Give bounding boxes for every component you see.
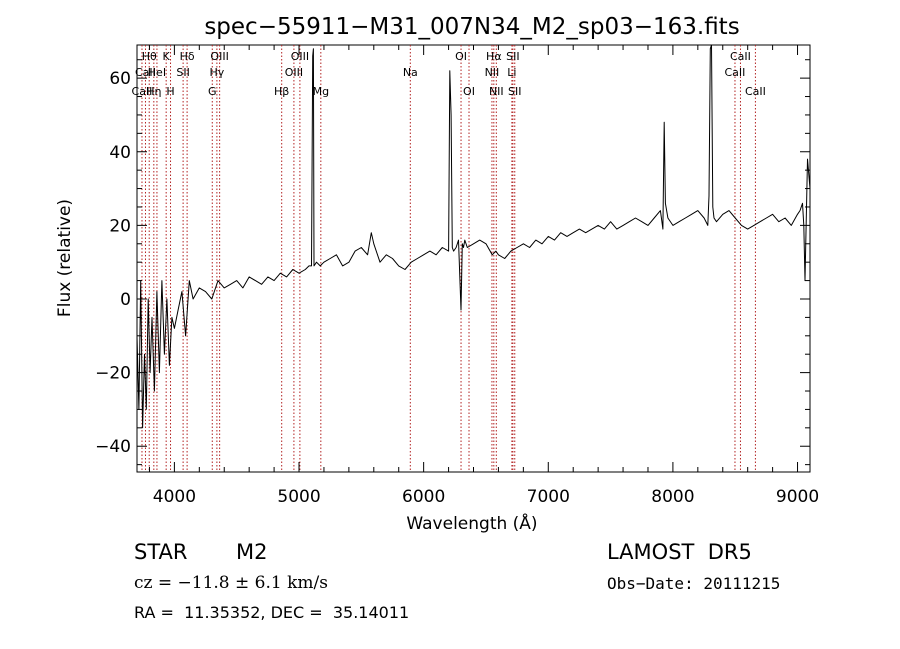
y-tick-label: 0 bbox=[120, 290, 131, 310]
observation-date: Obs−Date: 20111215 bbox=[607, 574, 781, 593]
y-tick-label: −40 bbox=[95, 437, 131, 457]
x-tick-label: 5000 bbox=[277, 487, 320, 507]
line-label: OI bbox=[455, 50, 467, 63]
line-label: SII bbox=[506, 50, 519, 63]
y-axis-label: Flux (relative) bbox=[55, 199, 75, 317]
line-label: G bbox=[208, 85, 217, 98]
coordinates: RA = 11.35352, DEC = 35.14011 bbox=[134, 603, 410, 622]
line-label: NII bbox=[489, 85, 504, 98]
line-label: OI bbox=[463, 85, 475, 98]
x-tick-label: 4000 bbox=[153, 487, 196, 507]
line-label: Hα bbox=[486, 50, 502, 63]
line-label: HeI bbox=[148, 66, 166, 79]
y-tick-label: −20 bbox=[95, 364, 131, 384]
line-label: CaII bbox=[745, 85, 766, 98]
x-tick-label: 7000 bbox=[527, 487, 570, 507]
emission-line-markers bbox=[141, 45, 756, 472]
line-label: Hθ bbox=[142, 50, 157, 63]
line-label: Mg bbox=[313, 85, 329, 98]
line-label: CaII bbox=[132, 85, 153, 98]
line-label: OIII bbox=[291, 50, 309, 63]
line-label: Hγ bbox=[209, 66, 224, 79]
line-label: SII bbox=[508, 85, 521, 98]
spectrum-series bbox=[136, 44, 811, 429]
line-label: OIII bbox=[285, 66, 303, 79]
y-tick-label: 40 bbox=[109, 143, 131, 163]
line-label: CaII bbox=[725, 66, 746, 79]
line-label: H bbox=[166, 85, 174, 98]
line-label: Na bbox=[403, 66, 418, 79]
x-tick-label: 8000 bbox=[651, 487, 694, 507]
chart-title: spec−55911−M31_007N34_M2_sp03−163.fits bbox=[204, 14, 739, 40]
line-label: K bbox=[163, 50, 171, 63]
line-label: Hβ bbox=[274, 85, 289, 98]
axis-ticks: 4000 5000 6000 7000 8000 9000 −40 −20 0 20 40 60 bbox=[95, 45, 819, 507]
line-label: CaII bbox=[135, 66, 156, 79]
line-label: SII bbox=[176, 66, 189, 79]
line-label: Hδ bbox=[180, 50, 195, 63]
x-axis-label: Wavelength (Å) bbox=[406, 512, 537, 534]
y-tick-label: 20 bbox=[109, 216, 131, 236]
spectrum-line bbox=[136, 44, 811, 429]
plot-frame bbox=[136, 44, 811, 473]
line-label: CaII bbox=[730, 50, 751, 63]
y-tick-label: 60 bbox=[109, 69, 131, 89]
x-tick-label: 9000 bbox=[776, 487, 819, 507]
line-label: Hη bbox=[146, 85, 161, 98]
survey-name: LAMOST DR5 bbox=[607, 540, 752, 564]
object-class: STAR bbox=[134, 540, 188, 564]
line-label: Li bbox=[507, 66, 516, 79]
x-tick-label: 6000 bbox=[402, 487, 445, 507]
line-label: NII bbox=[485, 66, 500, 79]
redshift-velocity: cz = −11.8 ± 6.1 km/s bbox=[134, 573, 328, 593]
line-label: OIII bbox=[210, 50, 228, 63]
subclass: M2 bbox=[236, 540, 268, 564]
